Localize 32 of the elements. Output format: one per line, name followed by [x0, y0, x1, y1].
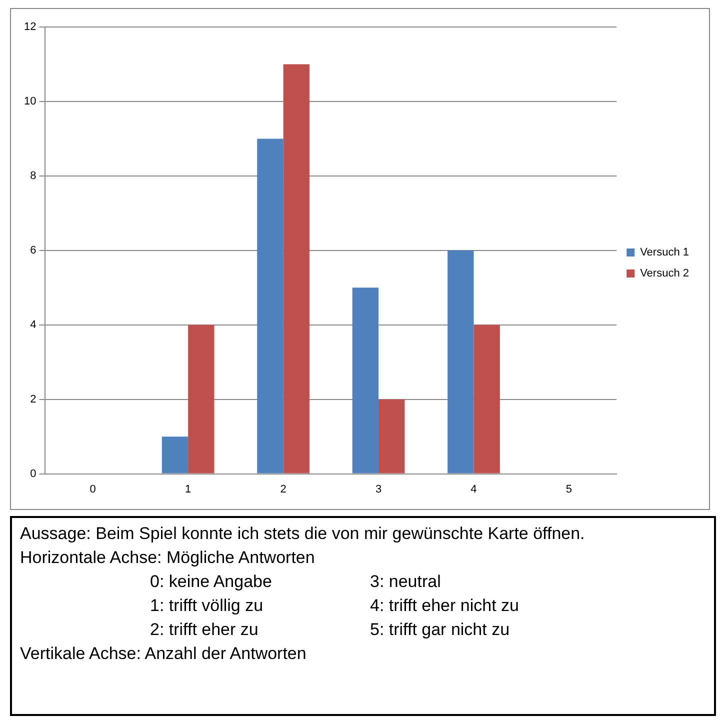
legend-label: Versuch 1: [640, 246, 689, 259]
text: 2: trifft eher zu: [150, 619, 260, 641]
x-tick-label: 2: [280, 483, 286, 496]
y-tick-label: 4: [30, 318, 36, 331]
y-tick-label: 0: [30, 468, 36, 480]
text: 3: neutral: [370, 571, 442, 593]
bar: [257, 138, 284, 474]
bar: [352, 288, 379, 474]
y-tick-label: 10: [24, 96, 36, 108]
x-tick-label: 4: [470, 483, 477, 496]
x-tick-label: 0: [90, 483, 96, 496]
legend-label: Versuch 2: [640, 268, 689, 280]
text: 5: trifft gar nicht zu: [370, 619, 511, 641]
bar: [283, 64, 310, 474]
x-tick-label: 1: [185, 483, 192, 496]
text: 0: keine Angabe: [150, 571, 273, 593]
text: Horizontale Achse: Mögliche Antworten: [20, 547, 316, 569]
bar: [162, 436, 188, 474]
text: Vertikale Achse: Anzahl der Antworten: [20, 643, 308, 665]
y-tick-label: 12: [24, 21, 36, 34]
x-tick-label: 3: [375, 483, 382, 496]
y-tick-label: 2: [30, 393, 36, 406]
text: 4: trifft eher nicht zu: [370, 595, 520, 617]
text: Aussage: Beim Spiel konnte ich stets die von mir gewünschte Karte öffnen.: [20, 523, 586, 545]
bar: [188, 324, 214, 474]
bar: [378, 399, 405, 474]
bar: [448, 250, 474, 474]
text: 1: trifft völlig zu: [150, 595, 264, 617]
y-tick-label: 8: [30, 170, 36, 182]
y-tick-label: 6: [30, 244, 36, 256]
bar: [474, 324, 500, 474]
x-tick-label: 5: [566, 483, 572, 496]
